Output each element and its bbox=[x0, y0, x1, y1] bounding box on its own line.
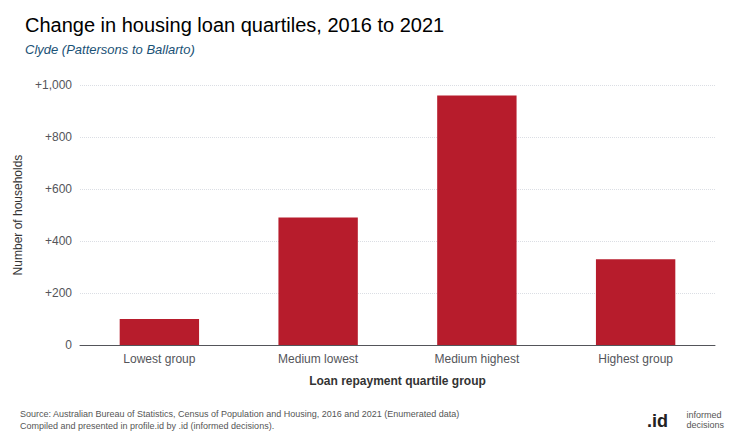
svg-text:Highest group: Highest group bbox=[598, 352, 673, 366]
svg-text:Medium highest: Medium highest bbox=[435, 352, 520, 366]
svg-text:decisions: decisions bbox=[686, 420, 724, 430]
svg-text:Loan repayment quartile group: Loan repayment quartile group bbox=[309, 374, 486, 388]
svg-text:Number of households: Number of households bbox=[11, 155, 25, 276]
svg-text:+800: +800 bbox=[45, 130, 72, 144]
svg-text:Compiled and presented in prof: Compiled and presented in profile.id by … bbox=[20, 421, 274, 431]
svg-text:Change in housing loan quartil: Change in housing loan quartiles, 2016 t… bbox=[25, 14, 444, 36]
svg-text:Lowest group: Lowest group bbox=[123, 352, 195, 366]
svg-text:+400: +400 bbox=[45, 234, 72, 248]
svg-text:+200: +200 bbox=[45, 286, 72, 300]
svg-text:+1,000: +1,000 bbox=[35, 78, 72, 92]
svg-text:Medium lowest: Medium lowest bbox=[278, 352, 359, 366]
svg-text:informed: informed bbox=[686, 410, 721, 420]
svg-text:Source: Australian Bureau of S: Source: Australian Bureau of Statistics,… bbox=[20, 409, 459, 419]
svg-text:Clyde (Pattersons to Ballarto): Clyde (Pattersons to Ballarto) bbox=[25, 42, 195, 57]
svg-text:.id: .id bbox=[647, 411, 668, 431]
svg-text:0: 0 bbox=[65, 338, 72, 352]
svg-text:+600: +600 bbox=[45, 182, 72, 196]
